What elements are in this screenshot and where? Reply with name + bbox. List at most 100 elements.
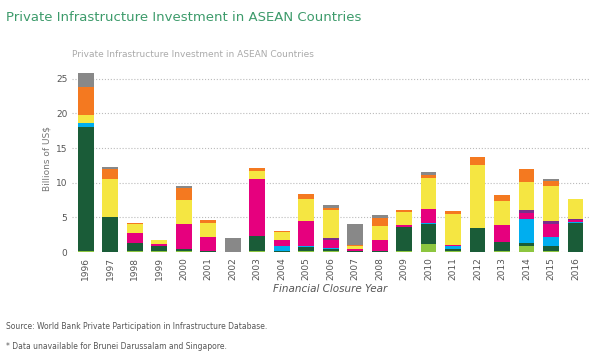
- Bar: [371, 218, 388, 226]
- Bar: [347, 249, 363, 251]
- Bar: [469, 228, 486, 252]
- Bar: [543, 186, 559, 221]
- Bar: [102, 217, 118, 252]
- Bar: [543, 224, 559, 238]
- Bar: [323, 239, 338, 248]
- Bar: [494, 242, 510, 251]
- Bar: [298, 246, 314, 247]
- Bar: [543, 181, 559, 186]
- Bar: [102, 169, 118, 179]
- Bar: [347, 245, 363, 247]
- Bar: [494, 201, 510, 225]
- Bar: [421, 175, 436, 178]
- Bar: [78, 87, 94, 115]
- Bar: [396, 225, 412, 227]
- Bar: [396, 210, 412, 212]
- Bar: [127, 223, 142, 224]
- Bar: [175, 224, 192, 248]
- Bar: [445, 214, 461, 245]
- Bar: [273, 251, 290, 252]
- Bar: [519, 219, 534, 243]
- Bar: [396, 227, 412, 251]
- Bar: [175, 251, 192, 252]
- Bar: [445, 251, 461, 252]
- Bar: [421, 172, 436, 175]
- Bar: [127, 243, 142, 251]
- Bar: [519, 247, 534, 252]
- Bar: [151, 251, 167, 252]
- Bar: [347, 224, 363, 245]
- Bar: [543, 246, 559, 251]
- Bar: [175, 188, 192, 200]
- Bar: [567, 220, 584, 222]
- Bar: [249, 179, 265, 236]
- Bar: [421, 223, 436, 224]
- Bar: [249, 251, 265, 252]
- Bar: [323, 205, 338, 208]
- Bar: [273, 240, 290, 246]
- Bar: [249, 171, 265, 179]
- Bar: [78, 73, 94, 87]
- Bar: [273, 230, 290, 232]
- Bar: [298, 199, 314, 221]
- Bar: [200, 251, 216, 252]
- X-axis label: Financial Closure Year: Financial Closure Year: [273, 284, 388, 294]
- Bar: [543, 221, 559, 224]
- Bar: [519, 213, 534, 219]
- Bar: [323, 210, 338, 238]
- Bar: [151, 246, 167, 251]
- Bar: [445, 249, 461, 251]
- Bar: [273, 232, 290, 240]
- Bar: [445, 247, 461, 249]
- Bar: [421, 224, 436, 244]
- Bar: [445, 211, 461, 214]
- Bar: [396, 212, 412, 225]
- Bar: [421, 178, 436, 209]
- Text: Private Infrastructure Investment in ASEAN Countries: Private Infrastructure Investment in ASE…: [6, 11, 361, 24]
- Bar: [78, 115, 94, 123]
- Bar: [249, 236, 265, 251]
- Bar: [298, 251, 314, 252]
- Bar: [127, 251, 142, 252]
- Bar: [543, 179, 559, 181]
- Bar: [298, 221, 314, 246]
- Bar: [371, 251, 388, 252]
- Bar: [567, 223, 584, 252]
- Bar: [102, 179, 118, 217]
- Bar: [567, 219, 584, 220]
- Bar: [519, 243, 534, 247]
- Bar: [371, 240, 388, 251]
- Bar: [175, 248, 192, 251]
- Bar: [323, 251, 338, 252]
- Bar: [371, 215, 388, 218]
- Bar: [469, 157, 486, 165]
- Bar: [396, 251, 412, 252]
- Bar: [298, 247, 314, 251]
- Text: * Data unavailable for Brunei Darussalam and Singapore.: * Data unavailable for Brunei Darussalam…: [6, 342, 227, 351]
- Bar: [249, 168, 265, 171]
- Bar: [225, 238, 240, 252]
- Bar: [102, 167, 118, 169]
- Bar: [543, 251, 559, 252]
- Bar: [200, 237, 216, 251]
- Bar: [151, 244, 167, 246]
- Bar: [519, 170, 534, 182]
- Bar: [494, 195, 510, 201]
- Bar: [78, 126, 94, 251]
- Bar: [175, 200, 192, 224]
- Bar: [494, 251, 510, 252]
- Bar: [323, 249, 338, 251]
- Bar: [494, 225, 510, 242]
- Bar: [78, 123, 94, 126]
- Bar: [519, 182, 534, 210]
- Bar: [347, 251, 363, 252]
- Bar: [127, 224, 142, 233]
- Text: Source: World Bank Private Participation in Infrastructure Database.: Source: World Bank Private Participation…: [6, 323, 267, 332]
- Bar: [175, 186, 192, 188]
- Bar: [543, 238, 559, 246]
- Bar: [445, 245, 461, 247]
- Text: Private Infrastructure Investment in ASEAN Countries: Private Infrastructure Investment in ASE…: [72, 50, 314, 59]
- Bar: [151, 240, 167, 244]
- Bar: [323, 208, 338, 210]
- Bar: [323, 248, 338, 249]
